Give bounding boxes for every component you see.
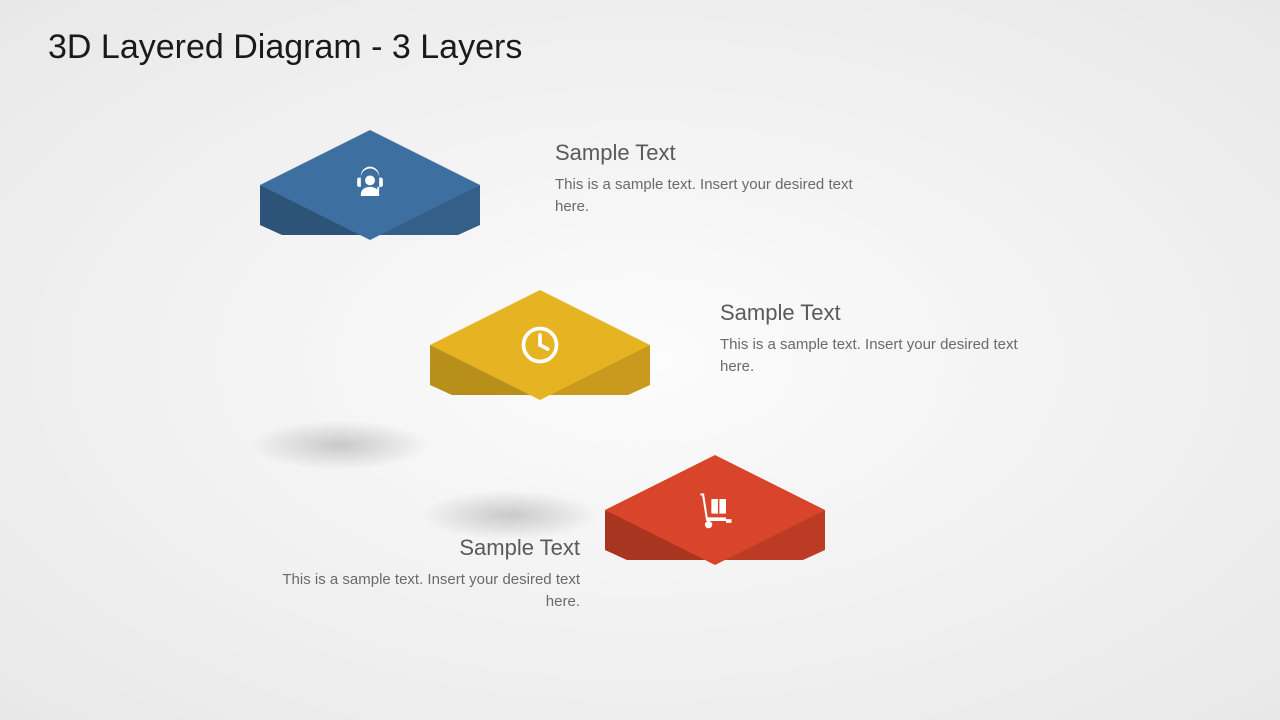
slide-title: 3D Layered Diagram - 3 Layers <box>48 28 522 67</box>
layer-1-text: Sample Text This is a sample text. Inser… <box>555 140 875 218</box>
layer-2-text: Sample Text This is a sample text. Inser… <box>720 300 1040 378</box>
layer-1-body: This is a sample text. Insert your desir… <box>555 174 875 218</box>
layer-2-heading: Sample Text <box>720 300 1040 326</box>
shadow-2 <box>420 490 600 540</box>
layer-3-body: This is a sample text. Insert your desir… <box>260 569 580 613</box>
layer-3-text: Sample Text This is a sample text. Inser… <box>260 535 580 613</box>
layer-3-block <box>605 455 825 595</box>
layer-1-heading: Sample Text <box>555 140 875 166</box>
layer-3-heading: Sample Text <box>260 535 580 561</box>
headset-person-icon <box>348 163 392 207</box>
shadow-1 <box>250 420 430 470</box>
layer-1-block <box>260 130 480 270</box>
hand-truck-icon <box>693 488 737 532</box>
layer-2-body: This is a sample text. Insert your desir… <box>720 334 1040 378</box>
clock-icon <box>518 323 562 367</box>
layer-2-block <box>430 290 650 430</box>
